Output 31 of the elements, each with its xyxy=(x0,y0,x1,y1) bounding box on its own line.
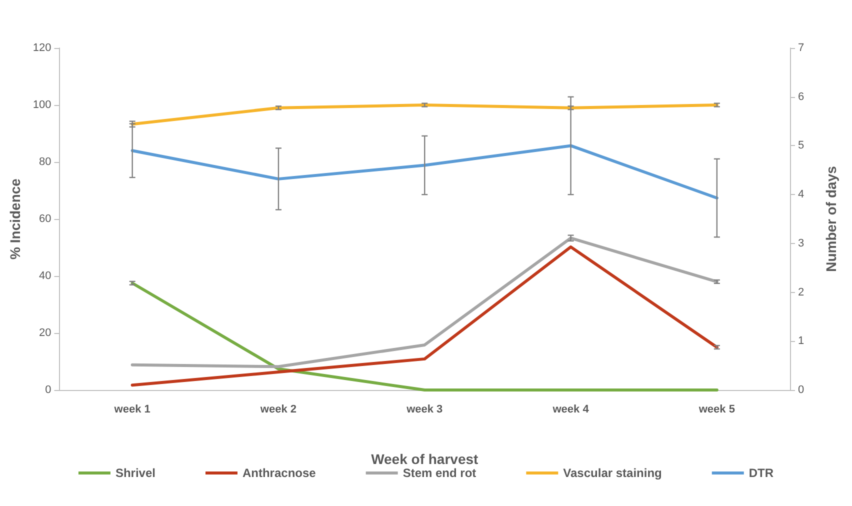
y2-tick-label: 4 xyxy=(798,188,804,201)
y2-tick-label: 7 xyxy=(798,42,804,54)
y-tick-label: 100 xyxy=(32,99,52,111)
x-tick-label: week 3 xyxy=(406,404,443,416)
x-tick-label: week 2 xyxy=(259,404,297,416)
x-axis-title: Week of harvest xyxy=(371,451,479,467)
legend-label: Anthracnose xyxy=(242,466,316,480)
y2-tick-label: 0 xyxy=(798,384,804,396)
y-tick-label: 80 xyxy=(39,156,52,168)
legend-label: DTR xyxy=(748,466,774,480)
y-tick-label: 120 xyxy=(32,42,52,54)
y2-tick-label: 6 xyxy=(798,90,804,103)
x-tick-label: week 5 xyxy=(698,404,735,416)
y2-axis-title: Number of days xyxy=(823,166,839,272)
y2-tick-label: 5 xyxy=(798,140,804,152)
y2-tick-label: 1 xyxy=(798,335,804,348)
line-series xyxy=(130,245,718,387)
y-tick-label: 20 xyxy=(39,327,52,339)
y-axis-title: % Incidence xyxy=(7,178,23,260)
line-series xyxy=(130,144,718,200)
y-tick-label: 60 xyxy=(39,213,52,225)
y-tick-label: 40 xyxy=(39,270,52,282)
legend-label: Vascular staining xyxy=(563,466,662,480)
y2-tick-label: 2 xyxy=(798,286,804,298)
x-tick-label: week 4 xyxy=(552,404,590,416)
legend-label: Stem end rot xyxy=(402,466,476,480)
legend-label: Shrivel xyxy=(115,466,156,480)
y2-tick-label: 3 xyxy=(798,237,804,250)
line-series xyxy=(130,236,718,368)
y-tick-label: 0 xyxy=(45,384,52,396)
x-tick-label: week 1 xyxy=(113,404,150,416)
